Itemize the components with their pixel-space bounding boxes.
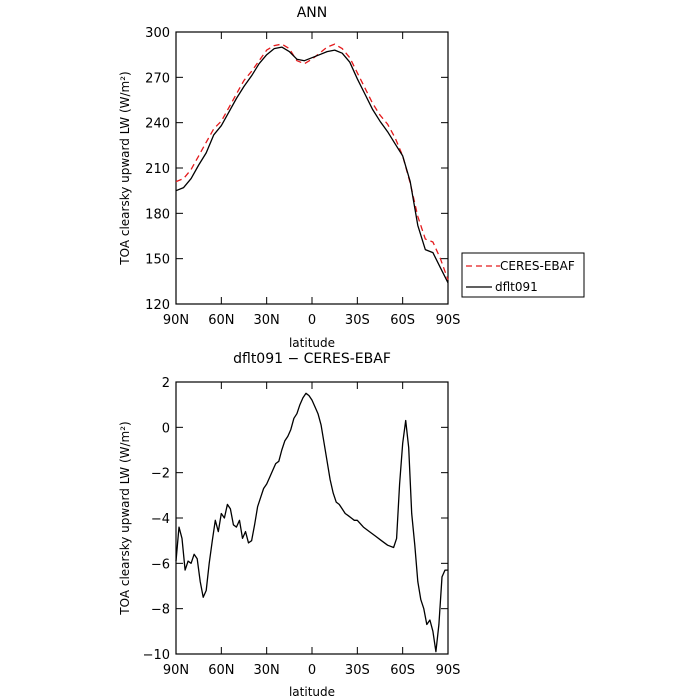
bottom-plot-frame [175,381,449,655]
bottom-x-tick-label: 90N [163,663,189,678]
bottom-y-tick-label: −4 [151,512,170,527]
bottom-y-tick-label: −6 [151,557,170,572]
bottom-y-tick-label: 0 [162,421,170,436]
bottom-y-axis-title: TOA clearsky upward LW (W/m²) [118,421,132,615]
bottom-x-tick-label: 30N [254,663,280,678]
bottom-y-tick-label: −10 [143,648,170,663]
bottom-title: dflt091 − CERES-EBAF [233,351,391,367]
top-plot-frame [175,31,449,305]
bottom-y-tick-label: −8 [151,603,170,618]
top-x-tick-label: 30N [254,313,280,328]
bottom-series [175,392,448,653]
top-x-ticks: 90N 60N 30N 0 30S 60S 90S [163,32,461,328]
top-x-tick-label: 0 [308,313,316,328]
legend-label-ceres-ebaf: CERES-EBAF [500,259,575,273]
bottom-panel: dflt091 − CERES-EBAF 90N 60N 30N 0 30S 60S 90S… [118,351,460,699]
top-y-tick-label: 180 [145,207,170,222]
top-y-tick-label: 120 [145,298,170,313]
top-x-tick-label: 60S [390,313,415,328]
top-y-tick-label: 300 [145,26,170,41]
top-y-axis-title: TOA clearsky upward LW (W/m²) [118,71,132,265]
bottom-x-ticks: 90N 60N 30N 0 30S 60S 90S [163,382,461,678]
bottom-y-tick-label: −2 [151,467,170,482]
legend: CERES-EBAF dflt091 [461,252,585,298]
top-panel: ANN 90N 60N 30N 0 30S 60S 90S 120 150 180 210 240 2… [118,5,585,350]
bottom-y-tick-label: 2 [162,376,170,391]
top-title: ANN [297,5,328,21]
top-y-tick-label: 270 [145,71,170,86]
top-x-tick-label: 90N [163,313,189,328]
bottom-x-tick-label: 60N [208,663,234,678]
top-x-tick-label: 90S [436,313,461,328]
top-y-tick-label: 210 [145,162,170,177]
top-x-tick-label: 60N [208,313,234,328]
top-x-tick-label: 30S [345,313,370,328]
top-y-tick-label: 240 [145,117,170,132]
bottom-x-tick-label: 90S [436,663,461,678]
top-series-line-dflt091 [175,46,449,284]
legend-label-dflt091: dflt091 [495,280,538,294]
bottom-y-ticks: −10 −8 −6 −4 −2 0 2 [143,376,448,663]
top-y-tick-label: 150 [145,253,170,268]
legend-box [461,252,585,298]
bottom-series-line-0 [175,392,448,653]
top-y-ticks: 120 150 180 210 240 270 300 [145,26,448,313]
top-x-axis-title: latitude [289,336,335,350]
bottom-x-axis-title: latitude [289,685,335,699]
bottom-x-tick-label: 30S [345,663,370,678]
bottom-x-tick-label: 60S [390,663,415,678]
top-series-line-ceres-ebaf [175,43,449,281]
top-series [175,43,449,284]
bottom-x-tick-label: 0 [308,663,316,678]
